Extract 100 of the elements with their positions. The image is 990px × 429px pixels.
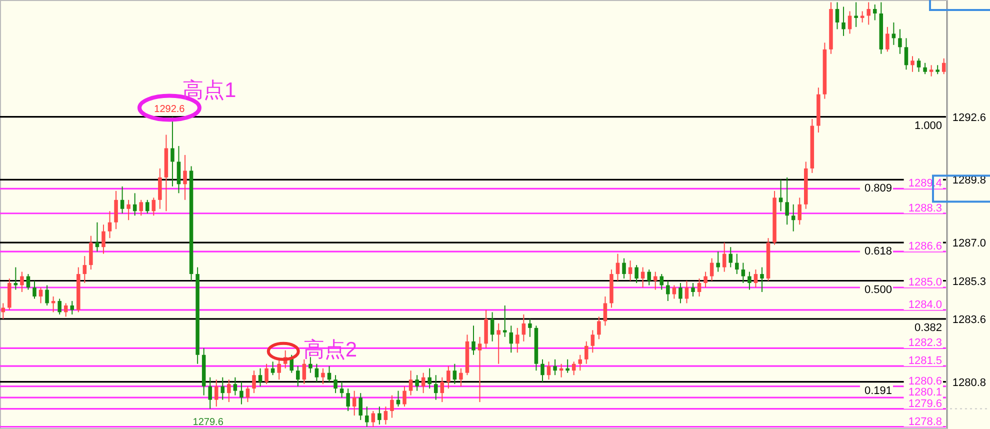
candlestick	[365, 406, 369, 428]
candlestick	[603, 296, 608, 326]
candlestick	[45, 284, 49, 306]
ref-line-label: 1278.8	[908, 416, 942, 428]
candlestick	[904, 38, 908, 70]
annotation: 1279.6	[192, 416, 224, 428]
candlestick	[440, 376, 444, 403]
candlestick	[89, 235, 93, 270]
candlestick	[139, 199, 143, 216]
candlestick	[378, 406, 382, 426]
candlestick	[942, 58, 946, 75]
ref-line-label: 1282.3	[908, 337, 942, 350]
candlestick	[270, 361, 275, 376]
candlestick	[672, 284, 676, 300]
y-tick-label: 1287.0	[952, 238, 986, 250]
annotation: 高点1	[182, 78, 236, 102]
candlestick	[459, 368, 463, 387]
candlestick	[528, 318, 532, 338]
candlestick	[760, 266, 764, 292]
candlestick	[415, 374, 419, 392]
candlestick	[396, 390, 400, 408]
candlestick	[666, 280, 670, 302]
candlestick	[835, 2, 840, 30]
candlestick	[716, 251, 720, 272]
candlestick	[176, 145, 181, 194]
candlestick	[929, 64, 934, 77]
candlestick	[597, 316, 601, 340]
candlestick	[854, 2, 858, 28]
ref-line-label: 1279.6	[908, 398, 942, 410]
ref-line-label: 1280.6	[908, 375, 942, 388]
ref-line-label: 1286.6	[908, 240, 942, 253]
candlestick	[502, 304, 507, 338]
candlestick	[848, 10, 852, 34]
candlestick	[408, 370, 413, 396]
candlestick	[566, 358, 570, 374]
candlestick	[314, 363, 319, 382]
candlestick	[735, 253, 739, 275]
candlestick	[170, 116, 174, 187]
candlestick	[578, 354, 582, 372]
candlestick	[546, 361, 551, 380]
candlestick	[70, 300, 74, 315]
candlestick	[434, 374, 438, 400]
annotation: 0.382	[914, 322, 942, 334]
candlestick	[653, 271, 658, 290]
candlestick	[346, 388, 350, 412]
candlestick	[32, 280, 36, 300]
candlestick	[246, 386, 250, 403]
annotation: 1.000	[914, 120, 942, 132]
candlestick	[132, 192, 137, 216]
candlestick	[622, 258, 626, 280]
candlestick	[384, 406, 388, 426]
candlestick	[728, 246, 733, 268]
candlestick	[14, 266, 18, 290]
candlestick	[220, 376, 225, 400]
candlestick	[82, 256, 87, 284]
candlestick	[371, 410, 376, 428]
ref-line-label: 1281.5	[908, 355, 942, 368]
ref-line-label: 1285.0	[908, 276, 942, 288]
y-tick-label: 1283.6	[952, 314, 986, 326]
y-tick-label: 1292.6	[952, 112, 986, 124]
candlestick	[452, 363, 457, 385]
candlestick	[277, 358, 281, 380]
candlestick	[886, 26, 890, 52]
candlestick	[785, 176, 789, 226]
candlestick	[697, 278, 702, 297]
candlestick	[183, 154, 187, 200]
candlestick	[126, 199, 130, 221]
candlestick	[898, 28, 902, 54]
candlestick	[421, 372, 426, 394]
candlestick	[616, 253, 620, 282]
candlestick	[634, 264, 638, 284]
annotation: 0.500	[864, 284, 892, 296]
y-tick-label: 1285.3	[952, 276, 986, 288]
candlestick	[798, 197, 802, 226]
candlestick	[352, 390, 356, 416]
candlestick	[754, 269, 758, 288]
annotation: 1292.6	[154, 104, 186, 115]
candlestick	[910, 56, 914, 72]
candlestick	[660, 274, 664, 290]
candlestick	[120, 186, 124, 214]
candlestick	[95, 222, 100, 252]
candlestick	[522, 314, 526, 342]
candlestick	[516, 327, 520, 354]
candlestick	[114, 190, 118, 230]
candlestick	[428, 368, 432, 390]
annotation: 0.809	[864, 182, 892, 195]
ref-line-label: 1288.3	[908, 202, 942, 214]
annotation: 0.618	[864, 246, 892, 258]
candlestick	[553, 358, 557, 376]
candlestick	[916, 58, 921, 72]
candlestick	[146, 199, 150, 214]
candlestick	[778, 179, 783, 212]
candlestick	[722, 242, 726, 272]
candlestick	[214, 379, 218, 408]
ref-line-label: 1280.1	[908, 386, 942, 399]
candlestick	[684, 280, 689, 304]
candlestick	[227, 379, 231, 403]
annotation: 0.191	[864, 384, 892, 397]
candlestick	[258, 368, 262, 387]
candlestick	[478, 336, 482, 403]
